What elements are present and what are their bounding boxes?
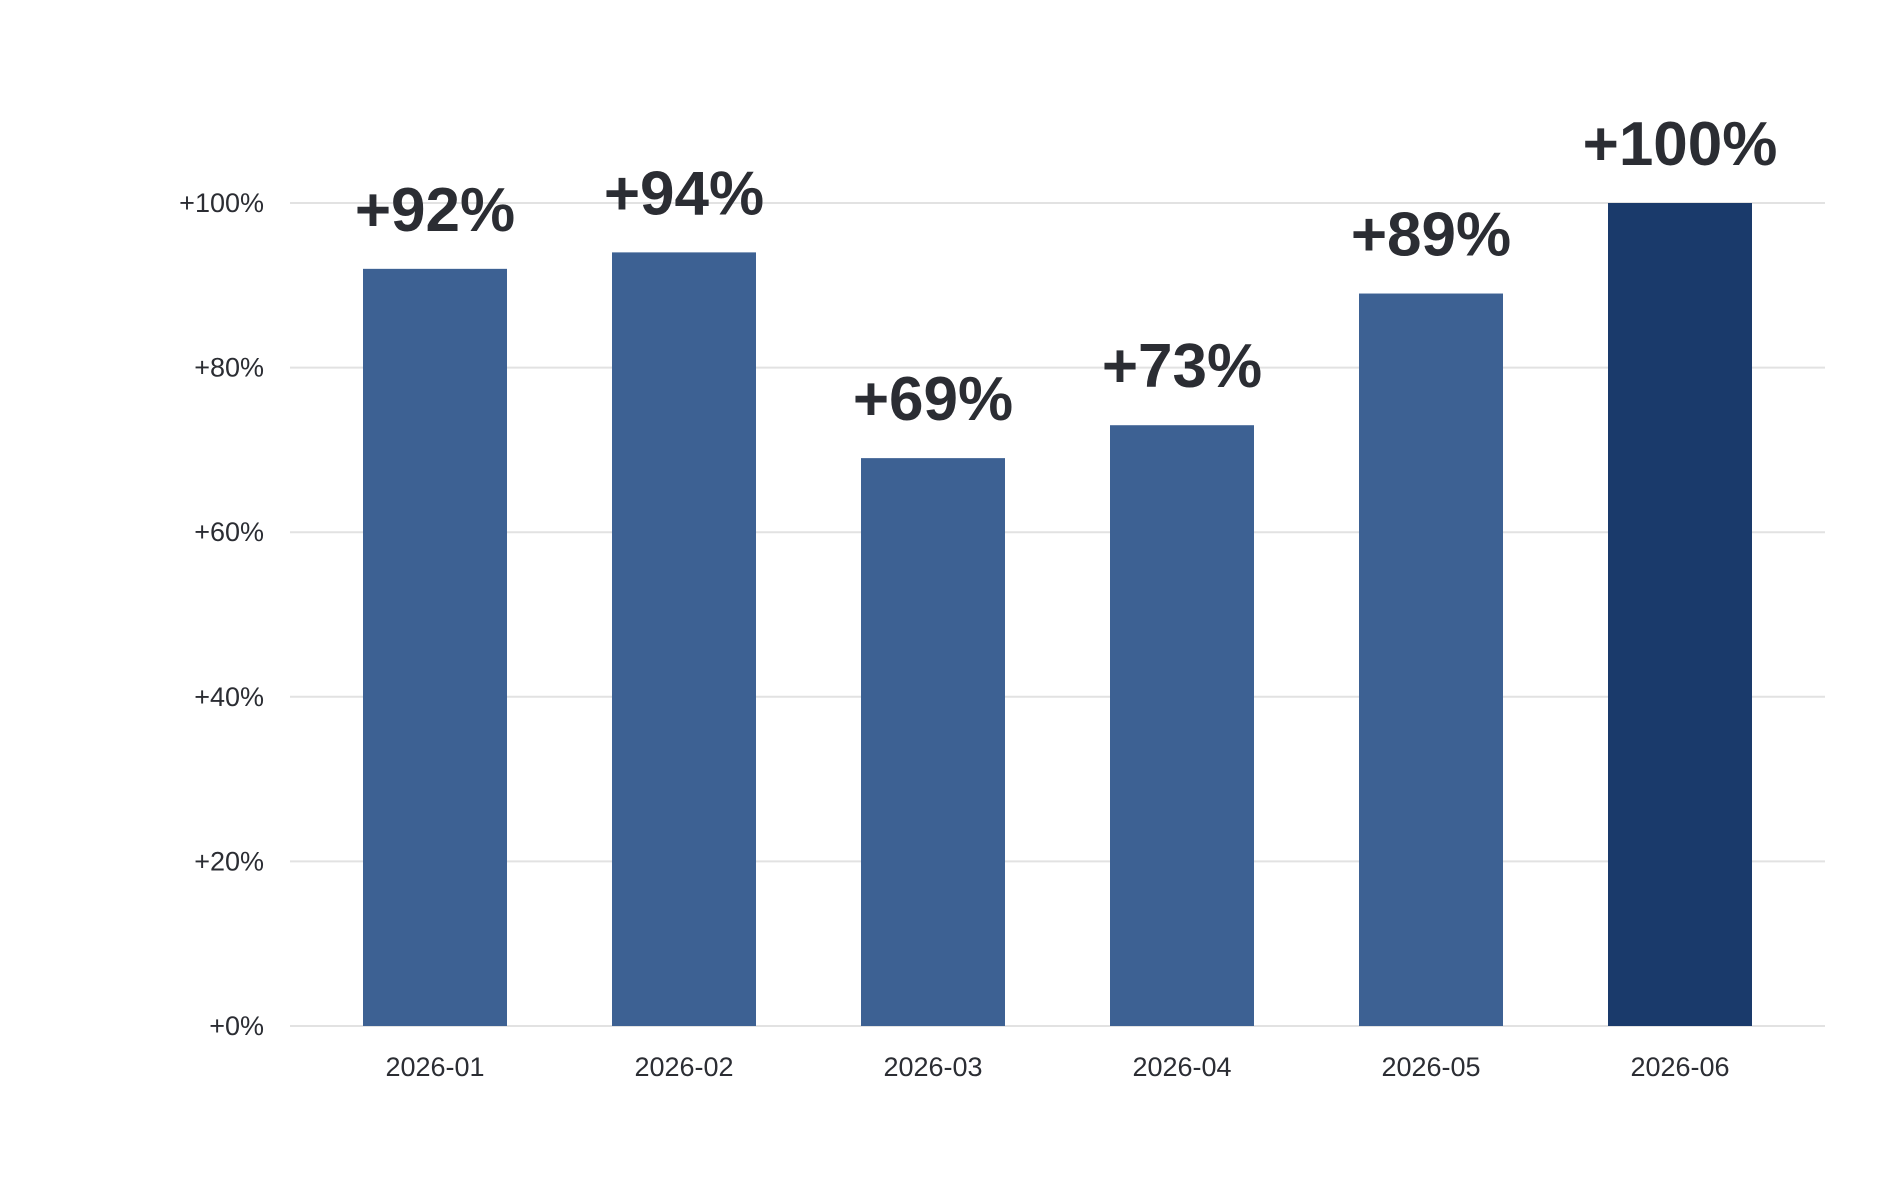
x-tick-label: 2026-05 — [1381, 1052, 1480, 1082]
bar-2026-01 — [363, 268, 507, 1027]
bar-2026-03 — [861, 458, 1005, 1026]
bar-2026-06 — [1608, 203, 1752, 1026]
data-labels: +92% +94% +69% +73% +89% +100% — [355, 110, 1778, 434]
y-axis-ticks: +0% +20% +40% +60% +80% +100% — [179, 188, 264, 1041]
x-tick-label: 2026-02 — [634, 1052, 733, 1082]
data-label-2026-01: +92% — [355, 176, 515, 245]
y-tick-label: +20% — [194, 846, 264, 876]
bars — [363, 203, 1752, 1027]
x-tick-label: 2026-04 — [1132, 1052, 1231, 1082]
y-tick-label: +60% — [194, 517, 264, 547]
y-tick-label: +0% — [209, 1011, 264, 1041]
y-tick-label: +80% — [194, 353, 264, 383]
y-tick-label: +100% — [179, 188, 264, 218]
x-axis-ticks: 2026-01 2026-02 2026-03 2026-04 2026-05 2026-… — [385, 1052, 1729, 1082]
data-label-2026-04: +73% — [1102, 332, 1262, 401]
data-label-2026-06: +100% — [1583, 110, 1778, 179]
x-tick-label: 2026-01 — [385, 1052, 484, 1082]
x-tick-label: 2026-06 — [1630, 1052, 1729, 1082]
gridlines — [290, 202, 1825, 1027]
bar-2026-02 — [612, 252, 756, 1026]
data-label-2026-05: +89% — [1351, 201, 1511, 270]
x-tick-label: 2026-03 — [883, 1052, 982, 1082]
data-label-2026-02: +94% — [604, 159, 764, 228]
bar-2026-05 — [1359, 293, 1503, 1026]
bar-2026-04 — [1110, 425, 1254, 1027]
y-tick-label: +40% — [194, 682, 264, 712]
data-label-2026-03: +69% — [853, 365, 1013, 434]
